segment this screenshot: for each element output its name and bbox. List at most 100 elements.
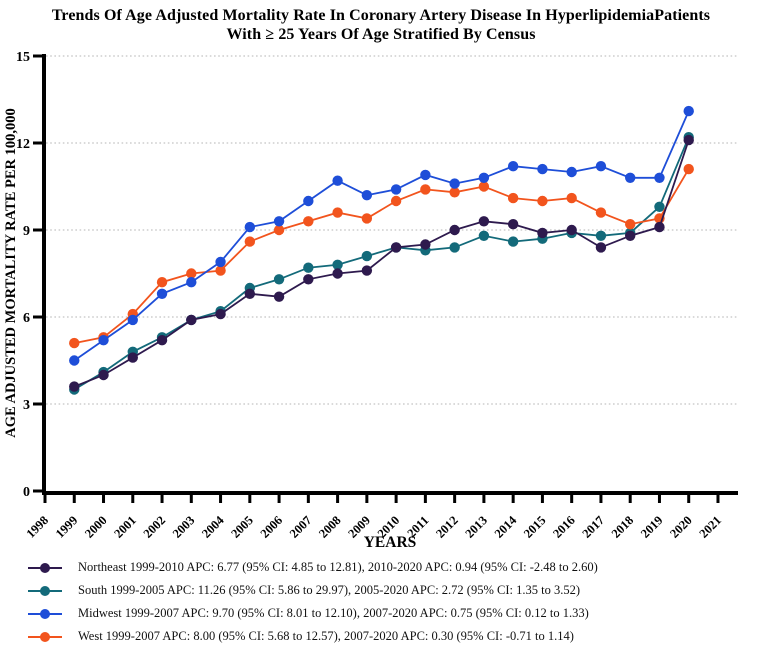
series-midwest-point-2010 [390,184,402,195]
series-northeast-line [73,139,690,388]
series-south-point-2014 [507,236,519,247]
series-midwest-point-2005 [244,221,256,233]
chart-title-line1: Trends Of Age Adjusted Mortality Rate In… [51,7,711,24]
x-axis-title: YEARS [364,534,417,551]
x-tick-label-2019: 2019 [638,513,666,541]
series-midwest-point-2018 [625,172,636,183]
x-tick-label-2017: 2017 [579,513,607,541]
series-northeast-point-2013 [478,216,490,227]
x-tick-2013 [482,495,486,503]
series-west-point-2008 [332,207,343,218]
y-tick-label-9: 9 [23,224,30,239]
series-west [69,163,694,349]
y-tick-label-15: 15 [16,50,30,65]
series-northeast-point-2017 [595,242,607,253]
x-tick-2008 [336,495,340,503]
series-midwest-point-2019 [654,172,665,183]
series-northeast-point-2010 [390,242,402,253]
series-northeast-point-2011 [420,239,431,250]
x-tick-label-2012: 2012 [433,513,461,541]
series-west-point-2003 [186,268,197,279]
series-northeast-point-2019 [654,221,665,233]
line-chart: 0 3 6 9 12 15 1998 1999 2000 2001 2002 2003 2004 2005… [3,50,738,551]
series-midwest-point-2015 [537,163,548,175]
x-tick-2001 [131,495,135,503]
x-tick-label-2018: 2018 [609,513,637,541]
series-west-point-2014 [507,192,519,204]
series-midwest-point-1999 [69,355,80,366]
series-midwest-point-2009 [361,190,373,201]
series-midwest-point-2016 [566,166,577,178]
series-west-point-2016 [566,192,577,204]
series-west-point-2009 [361,213,373,224]
x-tick-2019 [657,495,661,503]
x-tick-label-2014: 2014 [492,513,520,541]
series-northeast-point-2014 [507,219,519,230]
series-northeast-point-2003 [186,314,197,326]
legend-marker-midwest [28,608,62,619]
series-south-point-2007 [303,262,314,273]
x-tick-2015 [540,495,544,503]
x-tick-1999 [72,495,76,503]
series-south-point-2017 [595,230,607,241]
y-axis-spine [42,54,46,495]
x-tick-2003 [189,495,193,503]
chart-title: Trends Of Age Adjusted Mortality Rate In… [0,0,762,44]
series-midwest-point-2002 [156,288,168,299]
series-south-point-2009 [361,250,373,262]
x-tick-2020 [687,495,691,503]
series-midwest [69,105,694,366]
series-northeast-point-2002 [156,335,168,346]
y-tick-label-3: 3 [23,398,30,413]
series-northeast-point-2004 [215,308,226,320]
legend-marker-south [28,585,62,596]
series-northeast-point-2001 [127,352,138,363]
series-south-point-2006 [273,274,285,285]
x-tick-label-2015: 2015 [521,513,549,541]
series-midwest-point-2000 [98,335,109,346]
y-tick-12 [33,141,42,145]
series-midwest-point-2020 [683,105,694,117]
series-west-point-2017 [595,207,607,218]
x-tick-1998 [43,495,47,503]
series-west-point-2012 [449,187,460,198]
series-west-point-2010 [390,195,402,207]
legend-item-west: West 1999-2007 APC: 8.00 (95% CI: 5.68 t… [27,625,762,647]
series-northeast-point-2012 [449,224,460,236]
y-tick-label-12: 12 [16,137,30,152]
y-tick-label-6: 6 [23,311,30,326]
series-west-point-2005 [244,236,256,247]
x-tick-2011 [423,495,427,503]
x-tick-label-2001: 2001 [111,513,139,541]
series-midwest-point-2004 [215,256,226,268]
series-west-point-2020 [683,163,694,175]
x-tick-2016 [570,495,574,503]
series-south-point-2008 [332,259,343,270]
y-tick-15 [33,54,42,58]
x-tick-2021 [716,495,720,503]
x-tick-label-2006: 2006 [258,513,286,541]
series-northeast-point-2006 [273,291,285,302]
series-northeast-point-2008 [332,268,343,279]
series-west-line [74,168,690,344]
legend-marker-northeast [28,562,62,573]
series-northeast-point-2016 [566,224,577,236]
series-northeast-point-2007 [303,274,314,285]
series-south-point-2013 [478,230,490,241]
series-midwest-point-2014 [507,161,519,172]
series-west-point-2006 [273,224,285,236]
x-tick-label-2002: 2002 [141,513,169,541]
y-tick-0 [33,489,42,493]
series-midwest-line [73,110,690,362]
x-tick-label-2004: 2004 [199,513,227,541]
series-west-point-2011 [420,184,431,195]
series-midwest-point-2006 [273,216,285,227]
y-axis-title: AGE ADJUSTED MORTALITY RATE PER 100,000 [3,108,19,438]
y-tick-label-0: 0 [23,485,30,500]
series-northeast [69,134,694,392]
series-west-point-1999 [69,337,80,349]
legend-item-south: South 1999-2005 APC: 11.26 (95% CI: 5.86… [27,579,762,602]
y-tick-6 [33,315,42,319]
series-south-point-2012 [449,242,460,253]
series-midwest-point-2007 [303,195,314,207]
